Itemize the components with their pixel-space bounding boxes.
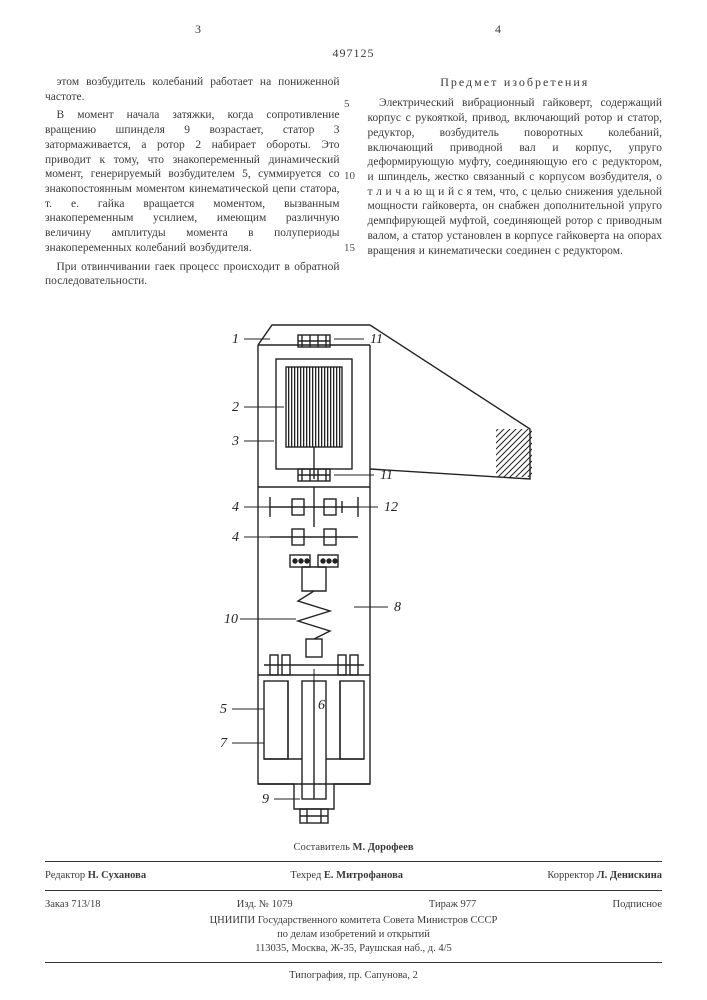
fig-label: 12 xyxy=(384,500,398,515)
fig-label: 11 xyxy=(380,468,393,483)
tech-label: Техред xyxy=(290,870,321,881)
colophon: Составитель М. Дорофеев Редактор Н. Суха… xyxy=(45,841,662,983)
typography: Типография, пр. Сапунова, 2 xyxy=(45,969,662,983)
fig-label: 3 xyxy=(231,434,239,449)
tech-name: Е. Митрофанова xyxy=(324,870,403,881)
publisher-address: 113035, Москва, Ж-35, Раушская наб., д. … xyxy=(45,942,662,956)
patent-figure: 1 11 2 3 11 4 4 12 8 10 6 5 7 9 xyxy=(174,309,534,829)
fig-label: 4 xyxy=(232,530,239,545)
claims-heading: Предмет изобретения xyxy=(368,75,663,90)
fig-label: 8 xyxy=(394,600,401,615)
fig-label: 6 xyxy=(318,698,325,713)
subscription: Подписное xyxy=(613,898,662,912)
fig-label: 7 xyxy=(220,736,228,751)
compiler-label: Составитель xyxy=(293,842,349,853)
line-number: 15 xyxy=(344,242,355,254)
text-columns: этом возбудитель колебаний работает на п… xyxy=(45,75,662,293)
corr-label: Корректор xyxy=(547,870,594,881)
fig-label: 2 xyxy=(232,400,239,415)
paragraph: В момент начала затяжки, когда сопротив­… xyxy=(45,108,340,255)
editor-name: Н. Суханова xyxy=(88,870,146,881)
rule xyxy=(45,962,662,963)
fig-label: 1 xyxy=(232,332,239,347)
left-column: этом возбудитель колебаний работает на п… xyxy=(45,75,340,293)
corr-name: Л. Денискина xyxy=(597,870,662,881)
document-number: 497125 xyxy=(45,46,662,61)
column-numbers: 3 4 xyxy=(0,22,707,36)
right-column: Предмет изобретения Электрический вибрац… xyxy=(368,75,663,293)
fig-label: 5 xyxy=(220,702,227,717)
editor-label: Редактор xyxy=(45,870,85,881)
publisher-line1: ЦНИИПИ Государственного комитета Совета … xyxy=(45,914,662,928)
print-run: Тираж 977 xyxy=(429,898,476,912)
line-number: 5 xyxy=(344,98,350,110)
col-num-left: 3 xyxy=(195,22,201,37)
col-num-right: 4 xyxy=(495,22,501,37)
publisher-line2: по делам изобретений и открытий xyxy=(45,928,662,942)
fig-label: 10 xyxy=(224,612,238,627)
paragraph: этом возбудитель колебаний работает на п… xyxy=(45,75,340,104)
compiler-name: М. Дорофеев xyxy=(353,842,414,853)
paragraph: Электрический вибрационный гайковерт, со… xyxy=(368,96,663,258)
line-number: 10 xyxy=(344,170,355,182)
fig-label: 11 xyxy=(370,332,383,347)
fig-label: 9 xyxy=(262,792,269,807)
patent-page: 3 4 497125 этом возбудитель колебаний ра… xyxy=(0,0,707,1000)
fig-label: 4 xyxy=(232,500,239,515)
rule xyxy=(45,861,662,862)
pub-no: Изд. № 1079 xyxy=(237,898,293,912)
order-no: Заказ 713/18 xyxy=(45,898,100,912)
rule xyxy=(45,890,662,891)
paragraph: При отвинчивании гаек процесс происходит… xyxy=(45,260,340,289)
